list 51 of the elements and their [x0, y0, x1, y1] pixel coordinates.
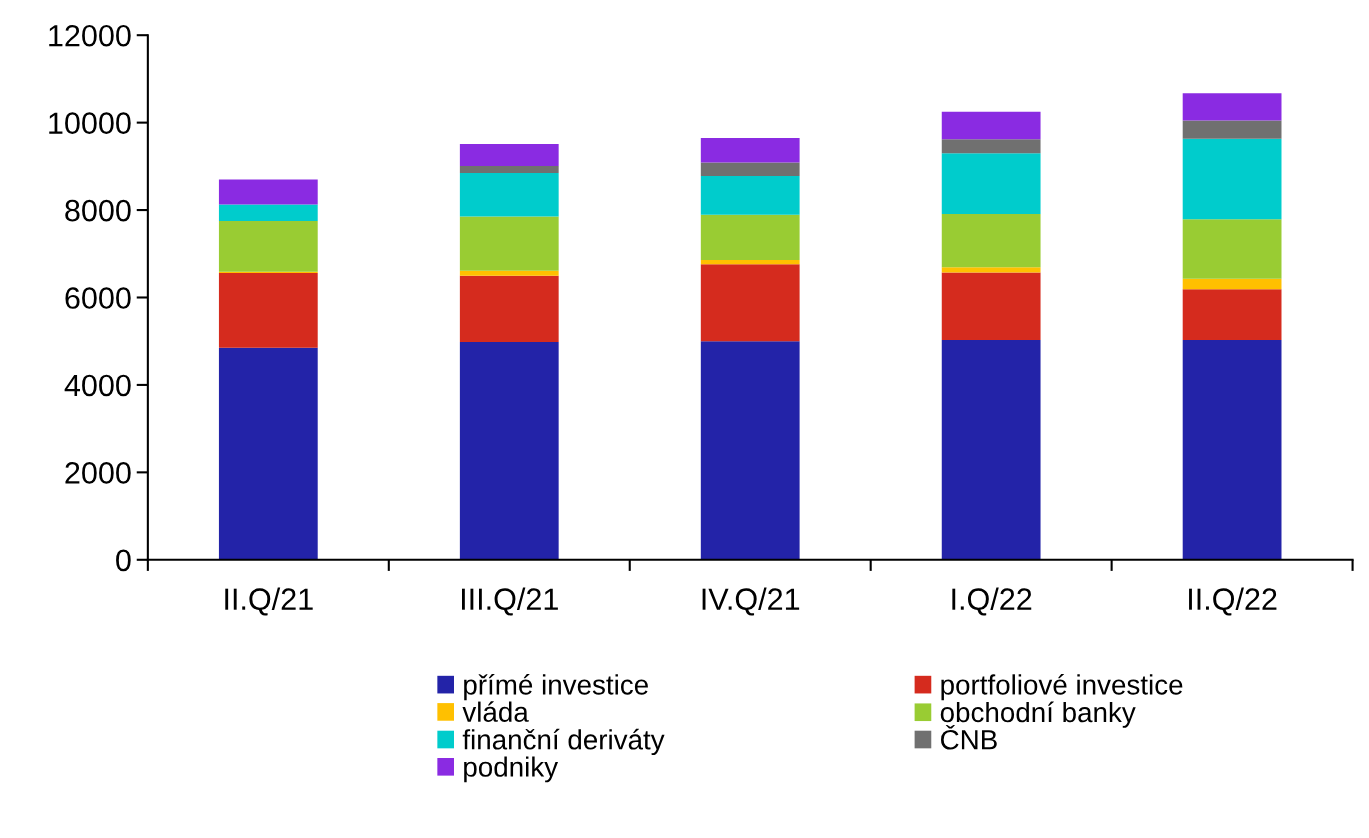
bar: [941, 272, 1041, 340]
legend-label: portfoliové investice: [941, 673, 1183, 701]
bar: [1182, 93, 1282, 121]
bar: [459, 165, 559, 173]
bar: [941, 339, 1041, 560]
bar: [218, 347, 318, 560]
legend-label: ČNB: [941, 725, 997, 750]
bar: [459, 172, 559, 217]
y-tick-label: 4000: [64, 374, 131, 397]
legend-label: finanční deriváty: [462, 728, 665, 756]
bar: [218, 273, 318, 348]
bar: [941, 153, 1041, 214]
x-tick-label: II.Q/21: [225, 587, 313, 616]
y-tick-label: 2000: [65, 462, 131, 484]
bar: [218, 220, 318, 272]
y-tick-label: 8000: [65, 199, 131, 222]
x-tick-label: IV.Q/21: [702, 587, 800, 616]
bar: [941, 213, 1041, 268]
x-tick-label: III.Q/21: [461, 587, 558, 616]
bar: [941, 111, 1041, 140]
legend-label: podniky: [464, 756, 559, 783]
x-tick-label: II.Q/22: [1189, 587, 1277, 616]
bar: [459, 275, 559, 343]
bar: [459, 144, 559, 166]
bar: [459, 270, 559, 276]
bar: [218, 179, 318, 205]
bar: [1182, 289, 1282, 340]
bar: [941, 139, 1041, 154]
bar: [1182, 120, 1282, 139]
bar: [459, 342, 559, 560]
bar: [700, 264, 800, 342]
bar: [700, 341, 800, 560]
bar: [700, 137, 800, 163]
legend-label: vláda: [462, 701, 529, 722]
bar: [941, 267, 1041, 273]
bar: [700, 214, 800, 260]
bar: [1182, 138, 1282, 220]
bar: [459, 216, 559, 271]
legend-label: přímé investice: [464, 673, 648, 701]
bar: [1182, 339, 1282, 560]
y-tick-label: 6000: [65, 287, 131, 309]
bar: [700, 259, 800, 265]
x-tick-label: I.Q/22: [952, 587, 1032, 616]
bar: [700, 175, 800, 215]
bar: [1182, 219, 1282, 279]
bar: [1182, 278, 1282, 290]
bar: [700, 162, 800, 176]
bar: [218, 204, 318, 221]
y-tick-label: 0: [116, 549, 131, 572]
y-tick-label: 10000: [49, 112, 131, 134]
y-tick-label: 12000: [49, 24, 131, 47]
